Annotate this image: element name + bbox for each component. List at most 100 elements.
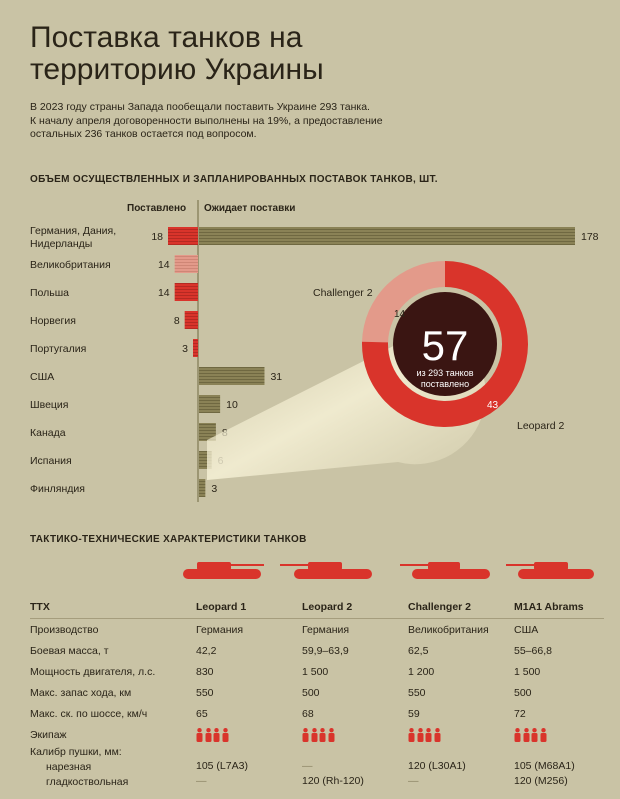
bar-delivered <box>174 283 198 301</box>
crew-person-icon <box>425 727 432 742</box>
bars-layer: Германия, Дания, Нидерланды 18 178 Великобри… <box>30 225 599 497</box>
caliber-value: 120 (L30A1) <box>408 760 466 772</box>
bar-pending <box>199 395 221 413</box>
bar-pending-value: 10 <box>226 399 238 411</box>
table-cell: Макс. ск. по шоссе, км/ч <box>30 707 148 720</box>
crew-person-icon <box>311 727 317 742</box>
caliber-label: Калибр пушки, мм: нарезная гладкоствольн… <box>30 745 128 790</box>
table-cell: 550 <box>408 686 426 699</box>
table-cell: Великобритания <box>408 623 489 636</box>
bar-delivered <box>174 255 198 273</box>
chart-section-title: ОБЪЕМ ОСУЩЕСТВЛЕННЫХ И ЗАПЛАНИРОВАННЫХ П… <box>30 174 438 185</box>
table-row: Боевая масса, т 42,2 59,9–63,9 62,5 55–66,8 <box>30 640 604 661</box>
table-row: Экипаж <box>30 724 604 745</box>
table-row: Макс. запас хода, км 550 500 550 500 <box>30 682 604 703</box>
crew-person-icon <box>408 727 415 742</box>
category-label: Португалия <box>30 343 86 355</box>
table-cell: Экипаж <box>30 728 67 741</box>
table-cell: 1 200 <box>408 665 435 678</box>
bar-pending <box>199 227 575 245</box>
table-cell: 500 <box>302 686 320 699</box>
header-pending: Ожидает поставки <box>204 203 295 214</box>
bar-delivered-value: 14 <box>158 259 170 271</box>
category-label: Германия, Дания, Нидерланды <box>30 225 116 250</box>
tank-icon-leopard1 <box>183 562 264 579</box>
caliber-value: 105 (M68A1) <box>514 760 575 772</box>
table-cell: США <box>514 623 539 636</box>
table-cell: M1A1 Abrams <box>514 596 604 619</box>
bar-pending <box>199 479 206 497</box>
table-cell: Leopard 1 <box>196 596 302 619</box>
bar-pending-value: 3 <box>211 483 217 495</box>
bar-pending-value: 178 <box>581 231 599 243</box>
category-label: Великобритания <box>30 259 111 271</box>
caliber-value: 120 (M256) <box>514 775 568 787</box>
donut-label-challenger: Challenger 2 <box>313 287 373 299</box>
table-cell: Макс. запас хода, км <box>30 686 132 699</box>
crew-person-icon <box>434 727 440 742</box>
table-cell: 68 <box>302 707 314 720</box>
caliber-value: 105 (L7A3) <box>196 760 248 772</box>
table-row: Макс. ск. по шоссе, км/ч 65 68 59 72 <box>30 703 604 724</box>
table-cell: ТТХ <box>30 596 196 619</box>
donut-center-value: 57 <box>422 322 469 369</box>
crew-person-icon <box>222 727 228 742</box>
crew-person-icon <box>302 727 309 742</box>
bar-delivered-value: 14 <box>158 287 170 299</box>
table-cell: Боевая масса, т <box>30 644 109 657</box>
table-cell: Производство <box>30 623 99 636</box>
table-cell: 1 500 <box>514 665 541 678</box>
table-cell: 55–66,8 <box>514 644 552 657</box>
category-label: Финляндия <box>30 483 85 495</box>
table-row: ТТХ Leopard 1 Leopard 2 Challenger 2 M1A1 Ab… <box>30 596 604 619</box>
category-label: Швеция <box>30 399 69 411</box>
table-cell: 72 <box>514 707 526 720</box>
caliber-value: — <box>408 775 419 787</box>
donut-slice <box>362 261 528 427</box>
crew-person-icon <box>523 727 529 742</box>
page-title: Поставка танков на территорию Украины <box>30 21 324 86</box>
table-cell: 1 500 <box>302 665 329 678</box>
table-cell: Германия <box>302 623 350 636</box>
bar-pending <box>199 423 216 441</box>
table-cell: 550 <box>196 686 214 699</box>
tank-icons <box>183 562 594 579</box>
caliber-rifled-label: нарезная <box>46 761 92 773</box>
table-cell: Leopard 2 <box>302 596 408 619</box>
crew-person-icon <box>213 727 220 742</box>
category-label: Норвегия <box>30 315 76 327</box>
table-cell <box>408 724 514 745</box>
ttx-table: ТТХ Leopard 1 Leopard 2 Challenger 2 M1A1 Ab… <box>30 596 604 745</box>
donut-label-leopard: Leopard 2 <box>517 420 564 432</box>
caliber-title: Калибр пушки, мм: <box>30 746 122 758</box>
table-cell: 830 <box>196 665 214 678</box>
bar-pending <box>199 367 265 385</box>
table-cell: Мощность двигателя, л.с. <box>30 665 156 678</box>
caliber-smooth-label: гладкоствольная <box>46 776 129 788</box>
donut-value-leopard: 43 <box>487 400 499 411</box>
bar-pending-value: 31 <box>270 371 282 383</box>
crew-person-icon <box>205 727 211 742</box>
donut-layer <box>362 261 528 427</box>
crew-person-icon <box>514 727 521 742</box>
tank-icon-challenger2 <box>400 562 490 579</box>
intro-text: В 2023 году страны Запада пообещали пост… <box>30 101 383 140</box>
table-cell <box>302 724 408 745</box>
bar-delivered <box>168 227 198 245</box>
bar-delivered <box>193 339 198 357</box>
crew-person-icon <box>540 727 546 742</box>
bar-delivered-value: 3 <box>182 343 188 355</box>
caliber-value: 120 (Rh-120) <box>302 775 364 787</box>
ttx-section-title: ТАКТИКО-ТЕХНИЧЕСКИЕ ХАРАКТЕРИСТИКИ ТАНКО… <box>30 534 307 545</box>
table-cell: 59 <box>408 707 420 720</box>
table-row: Мощность двигателя, л.с. 830 1 500 1 200 1 5… <box>30 661 604 682</box>
table-cell: 65 <box>196 707 208 720</box>
bar-delivered <box>184 311 198 329</box>
category-label: Польша <box>30 287 69 299</box>
category-label: США <box>30 371 54 383</box>
crew-person-icon <box>328 727 334 742</box>
donut-center-text: из 293 танков поставлено <box>417 368 474 389</box>
table-cell: 42,2 <box>196 644 217 657</box>
donut-center <box>393 292 497 396</box>
donut-value-challenger: 14 <box>394 309 406 320</box>
